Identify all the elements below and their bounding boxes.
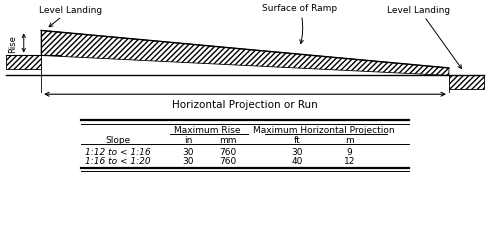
Text: 1:16 to < 1:20: 1:16 to < 1:20 [86, 156, 151, 165]
Text: in: in [184, 135, 192, 144]
Text: Slope: Slope [106, 135, 131, 144]
Text: Level Landing: Level Landing [40, 6, 102, 28]
Text: ft: ft [294, 135, 300, 144]
Text: 30: 30 [182, 148, 194, 157]
Polygon shape [6, 56, 41, 70]
Text: 760: 760 [219, 148, 236, 157]
Polygon shape [41, 31, 449, 76]
Text: Horizontal Projection or Run: Horizontal Projection or Run [172, 100, 318, 110]
Text: Surface of Ramp: Surface of Ramp [262, 4, 338, 44]
Polygon shape [449, 76, 484, 90]
Text: 12: 12 [344, 156, 355, 165]
Text: 40: 40 [292, 156, 303, 165]
Text: 30: 30 [182, 156, 194, 165]
Text: 30: 30 [292, 148, 303, 157]
Text: mm: mm [219, 135, 236, 144]
Text: Maximum Rise: Maximum Rise [174, 125, 241, 134]
Text: Rise: Rise [8, 35, 17, 53]
Text: 760: 760 [219, 156, 236, 165]
Text: 9: 9 [346, 148, 352, 157]
Text: Level Landing: Level Landing [388, 6, 462, 69]
Text: Maximum Horizontal Projection: Maximum Horizontal Projection [253, 125, 394, 134]
Text: 1:12 to < 1:16: 1:12 to < 1:16 [86, 148, 151, 157]
Text: m: m [345, 135, 354, 144]
